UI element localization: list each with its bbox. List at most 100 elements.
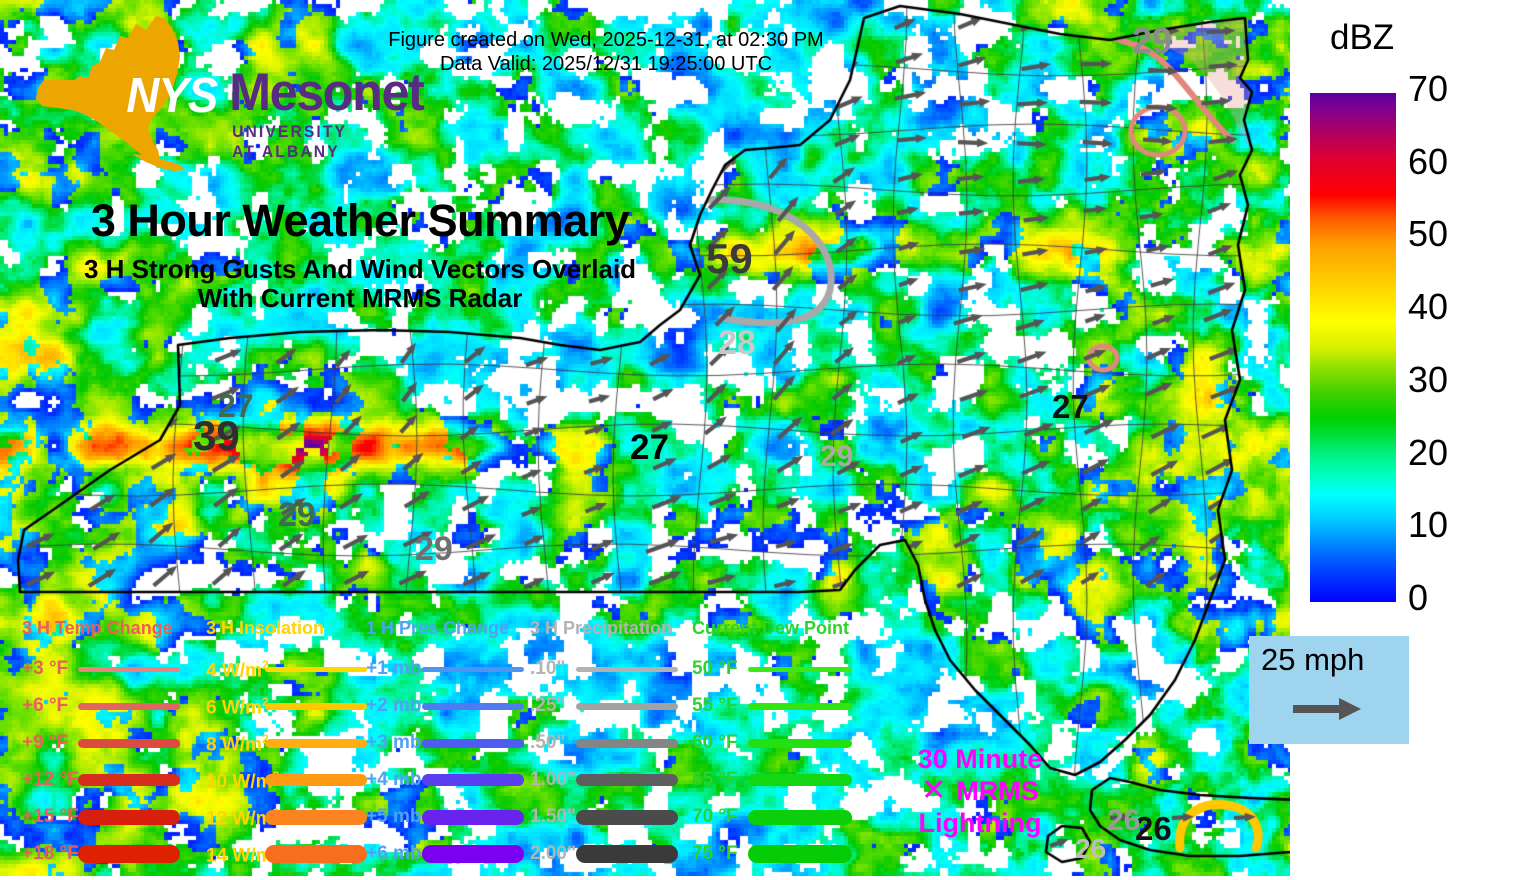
legend-line-swatch <box>422 738 524 748</box>
legend-line-swatch <box>78 809 180 825</box>
gust-label: 26 <box>1135 810 1172 847</box>
colorbar-tick-10: 10 <box>1408 504 1449 546</box>
gust-label: 59 <box>706 235 753 282</box>
radar-map-canvas <box>0 0 1290 876</box>
new-york-state-logo-icon <box>36 16 186 171</box>
legend-line-swatch <box>422 702 524 710</box>
legend-header-insolation: 3 H Insolation <box>206 618 325 638</box>
legend-line-swatch <box>78 702 180 710</box>
legend-value-label: +1 mb <box>366 658 422 679</box>
page-title: 3 Hour Weather Summary <box>90 195 630 246</box>
legend-line-swatch <box>422 774 524 786</box>
legend-line-swatch <box>78 738 180 748</box>
nys-mesonet-logo: NYS Mesonet UNIVERSITY AT ALBANY <box>28 14 425 174</box>
legend-line-swatch <box>265 702 367 710</box>
legend-value-label: 55 °F <box>692 695 738 716</box>
figure-timestamp: Figure created on Wed, 2025-12-31, at 02… <box>388 29 824 75</box>
legend-value-label: +3 °F <box>22 658 69 679</box>
gust-label: 26 <box>1107 804 1141 837</box>
wind-key-label: 25 mph <box>1261 642 1365 677</box>
gust-label: 29 <box>278 496 316 534</box>
legend-line-swatch <box>748 702 852 710</box>
legend-value-label: .50" <box>530 732 566 753</box>
legend-value-label: 1.00" <box>530 769 576 790</box>
legend-value-label: .25" <box>530 695 566 716</box>
lightning-legend: 30 Minute ✕ MRMS Lightning <box>880 743 1080 839</box>
legend-value-label: 6 W/m2 <box>206 695 269 719</box>
lightning-line3: Lightning <box>918 808 1042 838</box>
legend-line-swatch <box>265 774 367 786</box>
logo-university-text: UNIVERSITY AT ALBANY <box>232 122 347 161</box>
legend-value-label: +5 mb <box>366 806 422 827</box>
legend-value-label: 8 W/m2 <box>206 732 269 756</box>
colorbar-tick-50: 50 <box>1408 213 1449 255</box>
gust-label: 26 <box>1075 833 1107 864</box>
legend-value-label: +3 mb <box>366 732 422 753</box>
legend-header-pressure-change: 1 H Pres Change <box>366 618 510 638</box>
legend-value-label: 50 °F <box>692 658 738 679</box>
legend-value-label: 2.00" <box>530 843 576 864</box>
legend-value-label: +9 °F <box>22 732 69 753</box>
legend-line-swatch <box>265 666 367 672</box>
legend-line-swatch <box>576 666 678 672</box>
colorbar-tick-20: 20 <box>1408 431 1449 473</box>
gust-label: 27 <box>630 428 669 467</box>
page-subtitle: 3 H Strong Gusts And Wind Vectors Overla… <box>83 254 637 313</box>
parameter-legend: 3 H Temp Change +3 °F +6 °F +9 °F +12 °F +15 … <box>0 618 890 876</box>
legend-value-label: +15 °F <box>22 806 79 827</box>
legend-line-swatch <box>576 774 678 786</box>
legend-line-swatch <box>78 774 180 786</box>
legend-value-label: .10" <box>530 658 566 679</box>
logo-nys-text: NYS <box>126 69 218 123</box>
legend-value-label: 75 °F <box>692 843 738 864</box>
legend-line-swatch <box>78 666 180 672</box>
arrow-right-icon <box>1293 698 1361 720</box>
gust-label: 27 <box>218 388 254 424</box>
gust-label: 28 <box>718 324 756 362</box>
colorbar-title: dBZ <box>1330 18 1395 57</box>
legend-line-swatch <box>748 809 852 825</box>
legend-line-swatch <box>576 738 678 748</box>
colorbar-tick-70: 70 <box>1408 68 1449 109</box>
dbz-colorbar <box>1310 93 1396 602</box>
legend-line-swatch <box>265 845 367 863</box>
legend-line-swatch <box>748 666 852 672</box>
legend-value-label: 60 °F <box>692 732 738 753</box>
legend-line-swatch <box>265 738 367 748</box>
weather-map: 59 29 28 27 39 27 27 29 29 29 26 26 26 <box>0 0 1290 876</box>
gust-label: 39 <box>193 412 240 459</box>
legend-line-swatch <box>748 738 852 748</box>
legend-line-swatch <box>748 774 852 786</box>
legend-line-swatch <box>422 809 524 825</box>
legend-value-label: +6 °F <box>22 695 69 716</box>
legend-header-temp-change: 3 H Temp Change <box>22 618 173 638</box>
gust-label: 29 <box>1132 20 1173 61</box>
colorbar-tick-40: 40 <box>1408 286 1449 328</box>
wind-vector-key: 25 mph <box>1249 636 1409 744</box>
legend-value-label: 1.50" <box>530 806 576 827</box>
legend-value-label: +18 °F <box>22 843 79 864</box>
legend-value-label: +6 mb <box>366 843 422 864</box>
legend-header-precipitation: 3 H Precipitation <box>530 618 673 638</box>
gust-label: 29 <box>415 530 453 568</box>
legend-line-swatch <box>265 809 367 825</box>
colorbar-tick-30: 30 <box>1408 358 1449 400</box>
colorbar-tick-60: 60 <box>1408 140 1449 182</box>
legend-line-swatch <box>576 702 678 710</box>
legend-value-label: 4 W/m2 <box>206 658 269 682</box>
legend-value-label: 65 °F <box>692 769 738 790</box>
lightning-line2: MRMS <box>956 776 1039 806</box>
legend-value-label: +2 mb <box>366 695 422 716</box>
legend-header-dew-point: Current Dew Point <box>692 618 850 638</box>
legend-line-swatch <box>576 845 678 863</box>
lightning-marker-icon: ✕ <box>921 774 947 807</box>
logo-mesonet-text: Mesonet <box>229 63 425 122</box>
lightning-line1: 30 Minute <box>917 744 1043 774</box>
legend-value-label: +12 °F <box>22 769 79 790</box>
legend-line-swatch <box>78 845 180 863</box>
colorbar-tick-0: 0 <box>1408 577 1429 618</box>
legend-line-swatch <box>576 809 678 825</box>
legend-value-label: +4 mb <box>366 769 422 790</box>
legend-line-swatch <box>422 666 524 672</box>
gust-label: 27 <box>1052 388 1089 425</box>
